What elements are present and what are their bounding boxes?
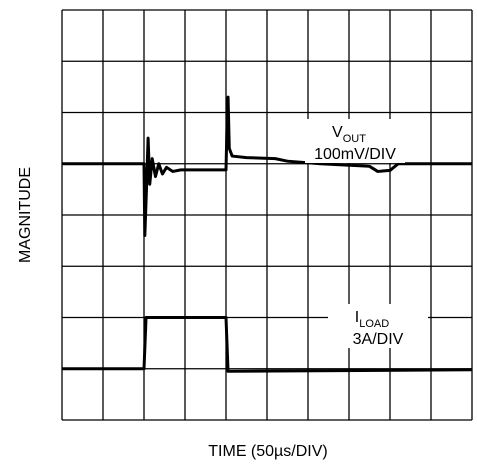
series-label-sub: LOAD bbox=[359, 318, 389, 330]
series-label: VOUT bbox=[332, 124, 366, 145]
series-label-main: I bbox=[355, 309, 359, 326]
label-background bbox=[305, 119, 405, 163]
trace bbox=[62, 316, 473, 373]
series-scale: 3A/DIV bbox=[353, 331, 404, 348]
x-axis-label: TIME (50µs/DIV) bbox=[208, 443, 327, 460]
series-label: ILOAD bbox=[355, 309, 389, 330]
label-background bbox=[328, 304, 428, 348]
trace bbox=[62, 95, 472, 237]
y-axis-label: MAGNITUDE bbox=[17, 167, 34, 263]
series-label-sub: OUT bbox=[343, 133, 367, 145]
series-scale: 100mV/DIV bbox=[314, 146, 396, 163]
series-label-main: V bbox=[332, 124, 343, 141]
